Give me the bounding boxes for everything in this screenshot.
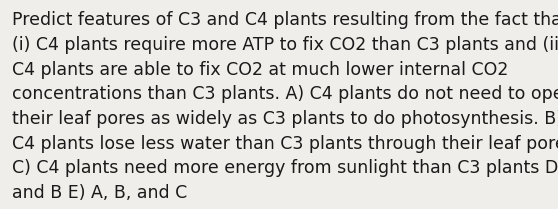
Text: C) C4 plants need more energy from sunlight than C3 plants D) A: C) C4 plants need more energy from sunli…	[12, 159, 558, 177]
Text: (i) C4 plants require more ATP to fix CO2 than C3 plants and (ii): (i) C4 plants require more ATP to fix CO…	[12, 36, 558, 54]
Text: and B E) A, B, and C: and B E) A, B, and C	[12, 184, 187, 202]
Text: Predict features of C3 and C4 plants resulting from the fact that: Predict features of C3 and C4 plants res…	[12, 11, 558, 29]
Text: C4 plants are able to fix CO2 at much lower internal CO2: C4 plants are able to fix CO2 at much lo…	[12, 61, 509, 79]
Text: C4 plants lose less water than C3 plants through their leaf pores.: C4 plants lose less water than C3 plants…	[12, 135, 558, 153]
Text: their leaf pores as widely as C3 plants to do photosynthesis. B): their leaf pores as widely as C3 plants …	[12, 110, 558, 128]
Text: concentrations than C3 plants. A) C4 plants do not need to open: concentrations than C3 plants. A) C4 pla…	[12, 85, 558, 103]
